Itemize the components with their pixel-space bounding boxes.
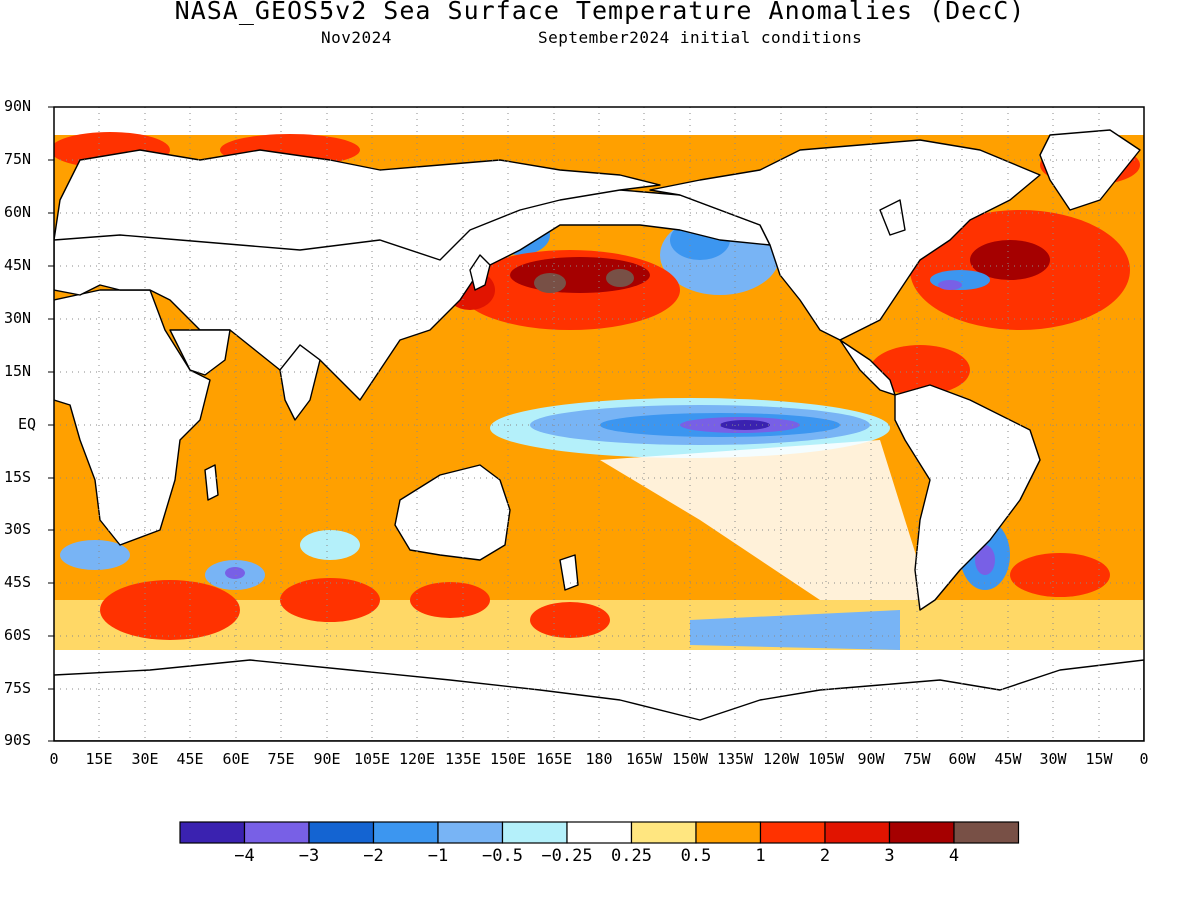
colorbar-tick-label: 1 — [755, 846, 766, 866]
lon-label: 0 — [1139, 750, 1149, 768]
lon-label: 180 — [585, 750, 613, 768]
colorbar-swatch — [630, 821, 697, 844]
lon-label: 30W — [1039, 750, 1067, 768]
lon-label: 135W — [716, 750, 754, 768]
lon-label: 75E — [267, 750, 295, 768]
india — [279, 344, 321, 421]
colorbar-swatch — [243, 821, 310, 844]
japan — [469, 254, 491, 291]
eurasia — [54, 149, 771, 401]
colorbar-swatch — [695, 821, 762, 844]
new-zealand — [559, 554, 579, 591]
arabia — [169, 329, 231, 376]
australia — [394, 464, 511, 561]
uk-iceland — [879, 199, 906, 236]
lat-label: 75N — [4, 150, 32, 168]
lon-label: 90W — [857, 750, 885, 768]
lon-label: 45W — [994, 750, 1022, 768]
colorbar-tick-label: 2 — [819, 846, 831, 866]
colorbar-swatch — [437, 821, 504, 844]
lon-label: 135E — [444, 750, 482, 768]
south-america — [894, 384, 1041, 611]
colorbar-tick-label: −0.25 — [541, 846, 593, 866]
lon-label: 15E — [85, 750, 113, 768]
colorbar-swatch — [372, 821, 439, 844]
lon-label: 30E — [131, 750, 159, 768]
lat-label: 45N — [4, 256, 32, 274]
lat-label: 30S — [4, 520, 32, 538]
colorbar-swatch — [501, 821, 568, 844]
lat-label: 30N — [4, 309, 32, 327]
colorbar-tick-label: −3 — [298, 846, 320, 866]
lon-label: 60W — [948, 750, 976, 768]
colorbar-tick-label: 0.5 — [680, 846, 712, 866]
graticule — [54, 107, 1144, 741]
lon-label: 0 — [49, 750, 59, 768]
lat-label: 60N — [4, 203, 32, 221]
north-america — [649, 139, 1041, 341]
initial-conditions-label: September2024 initial conditions — [538, 28, 863, 47]
lon-label: 105E — [353, 750, 391, 768]
colorbar-swatch — [888, 821, 955, 844]
lat-label: 60S — [4, 626, 32, 644]
lat-label: 15S — [4, 468, 32, 486]
colorbar-tick-label: 3 — [884, 846, 895, 866]
colorbar-swatch — [308, 821, 375, 844]
lat-label: 90N — [4, 97, 32, 115]
axis-ticks — [48, 106, 54, 742]
lon-label: 90E — [313, 750, 341, 768]
lat-label: 45S — [4, 573, 32, 591]
colorbar-tick-label: −0.5 — [482, 846, 523, 866]
lon-label: 150E — [489, 750, 527, 768]
lon-label: 120E — [398, 750, 436, 768]
colorbar-tick-label: −1 — [427, 846, 449, 866]
lat-label: 15N — [4, 362, 32, 380]
colorbar-swatch — [179, 821, 246, 844]
madagascar — [204, 464, 219, 501]
colorbar-swatch — [824, 821, 891, 844]
lat-label: EQ — [18, 415, 37, 433]
colorbar-swatch — [759, 821, 826, 844]
colorbar-tick-label: 4 — [948, 846, 960, 866]
colorbar-tick-label: −4 — [234, 846, 255, 866]
colorbar-tick-label: −2 — [363, 846, 384, 866]
lon-label: 75W — [903, 750, 931, 768]
landmasses — [54, 129, 1144, 741]
lon-label: 165E — [535, 750, 573, 768]
lon-label: 150W — [671, 750, 709, 768]
map-frame — [53, 106, 1145, 742]
lon-label: 120W — [762, 750, 800, 768]
lat-label: 75S — [4, 679, 32, 697]
lon-label: 60E — [222, 750, 250, 768]
colorbar-tick-label: 0.25 — [611, 846, 652, 866]
antarctica — [54, 659, 1144, 741]
map-title: NASA_GEOS5v2 Sea Surface Temperature Ano… — [174, 0, 1026, 25]
forecast-month: Nov2024 — [321, 28, 392, 47]
lon-label: 45E — [176, 750, 204, 768]
arctic-region — [54, 107, 1144, 135]
colorbar-swatch — [953, 821, 1020, 844]
lon-label: 165W — [625, 750, 663, 768]
lon-label: 15W — [1085, 750, 1113, 768]
colorbar-swatch — [566, 821, 633, 844]
lat-label: 90S — [4, 731, 32, 749]
lon-label: 105W — [807, 750, 845, 768]
africa — [54, 289, 211, 546]
greenland — [1039, 129, 1141, 211]
